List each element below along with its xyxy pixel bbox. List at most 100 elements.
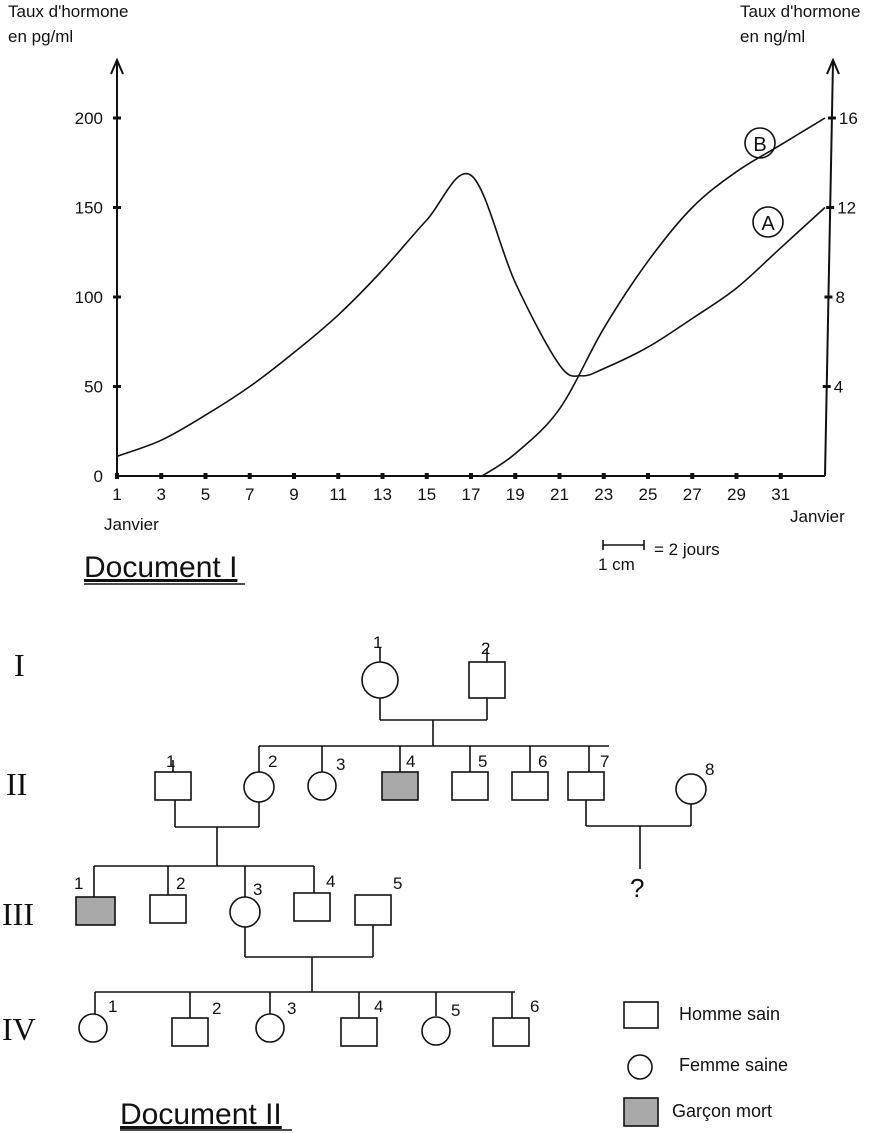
right-axis-label-line1: Taux d'hormone bbox=[740, 2, 860, 21]
female-symbol bbox=[421, 1016, 451, 1046]
right-y-axis-arrow bbox=[826, 57, 840, 75]
x-tick-label: 1 bbox=[112, 485, 121, 504]
legend-male-symbol bbox=[623, 1001, 659, 1029]
right-tick-label: 4 bbox=[834, 378, 843, 397]
individual-number: 7 bbox=[600, 752, 609, 771]
individual-number: 3 bbox=[287, 999, 296, 1018]
individual-IV-5: 5 bbox=[421, 1001, 460, 1046]
left-tick-label: 50 bbox=[84, 378, 103, 397]
left-y-ticks: 0 50 100 150 200 bbox=[75, 109, 121, 486]
right-tick-label: 16 bbox=[839, 109, 858, 128]
legend-female-label: Femme saine bbox=[679, 1055, 788, 1075]
individual-number: 1 bbox=[108, 997, 117, 1016]
individual-II-1: 1 bbox=[154, 752, 192, 801]
individual-number: 5 bbox=[451, 1001, 460, 1020]
female-symbol bbox=[675, 773, 707, 805]
x-tick-label: 3 bbox=[157, 485, 166, 504]
left-tick-label: 200 bbox=[75, 109, 103, 128]
curve-b-label-text: B bbox=[753, 134, 766, 156]
male-symbol bbox=[340, 1017, 378, 1047]
individual-number: 2 bbox=[212, 999, 221, 1018]
generation-label-I: I bbox=[14, 647, 25, 683]
legend: Homme sain Femme saine Garçon mort bbox=[623, 1001, 788, 1127]
pedigree-lines bbox=[93, 698, 692, 1018]
right-tick-label: 12 bbox=[837, 199, 856, 218]
x-tick-label: 15 bbox=[417, 485, 436, 504]
individual-number: 2 bbox=[481, 639, 490, 658]
individual-II-7: 7 bbox=[567, 752, 609, 801]
x-start-label: Janvier bbox=[104, 515, 159, 534]
individual-III-1: 1 bbox=[74, 874, 116, 926]
generation-label-IV: IV bbox=[2, 1011, 36, 1047]
male-symbol bbox=[154, 771, 192, 801]
legend-dead-symbol bbox=[623, 1097, 659, 1127]
right-y-axis bbox=[824, 61, 834, 477]
individual-IV-3: 3 bbox=[255, 999, 296, 1043]
male-symbol bbox=[354, 894, 392, 926]
individual-number: 1 bbox=[74, 874, 83, 893]
x-end-label: Janvier bbox=[790, 507, 845, 526]
female-symbol bbox=[255, 1013, 285, 1043]
left-y-axis-arrow bbox=[110, 57, 124, 75]
curve-a-label: A bbox=[752, 206, 784, 238]
dead-male-symbol bbox=[75, 896, 116, 926]
x-tick-label: 13 bbox=[373, 485, 392, 504]
x-tick-label: 9 bbox=[289, 485, 298, 504]
x-tick-label: 5 bbox=[201, 485, 210, 504]
female-symbol bbox=[229, 896, 261, 928]
individual-III-2: 2 bbox=[149, 874, 187, 924]
individual-number: 4 bbox=[326, 872, 335, 891]
x-tick-label: 11 bbox=[329, 485, 347, 504]
generation-label-II: II bbox=[6, 766, 27, 802]
document-2-title: Document II bbox=[120, 1098, 282, 1131]
x-tick-label: 21 bbox=[550, 485, 569, 504]
individual-number: 1 bbox=[373, 633, 382, 652]
scale-note-left: 1 cm bbox=[598, 555, 635, 574]
male-symbol bbox=[492, 1017, 530, 1047]
male-symbol bbox=[451, 771, 489, 801]
individual-number: 3 bbox=[253, 880, 262, 899]
individual-number: 5 bbox=[478, 752, 487, 771]
left-axis-label-line1: Taux d'hormone bbox=[8, 2, 128, 21]
pedigree-tree: I II III IV bbox=[2, 633, 788, 1131]
individual-IV-2: 2 bbox=[171, 999, 221, 1047]
right-y-ticks: 4 8 12 16 bbox=[822, 109, 858, 397]
legend-female-symbol bbox=[627, 1054, 653, 1080]
x-tick-label: 17 bbox=[462, 485, 481, 504]
female-symbol bbox=[307, 771, 337, 801]
individual-III-4: 4 bbox=[293, 872, 335, 922]
x-tick-label: 25 bbox=[639, 485, 658, 504]
right-axis-label-line2: en ng/ml bbox=[740, 27, 805, 46]
scale-note: 1 cm = 2 jours bbox=[598, 540, 720, 574]
left-tick-label: 100 bbox=[75, 288, 103, 307]
curve-b-label: B bbox=[744, 127, 776, 159]
individual-II-2: 2 bbox=[243, 752, 277, 803]
individual-II-4: 4 bbox=[381, 752, 419, 801]
individual-II-6: 6 bbox=[511, 752, 549, 801]
individual-number: 6 bbox=[538, 752, 547, 771]
curve-a-label-text: A bbox=[761, 213, 775, 235]
legend-dead-label: Garçon mort bbox=[672, 1101, 772, 1121]
male-symbol bbox=[171, 1017, 209, 1047]
generation-label-III: III bbox=[2, 896, 34, 932]
x-tick-label: 7 bbox=[245, 485, 254, 504]
individual-IV-4: 4 bbox=[340, 997, 383, 1047]
individual-II-3: 3 bbox=[307, 755, 345, 801]
x-tick-label: 27 bbox=[683, 485, 702, 504]
individual-number: 8 bbox=[705, 760, 714, 779]
left-tick-label: 0 bbox=[94, 467, 103, 486]
individual-IV-6: 6 bbox=[492, 997, 539, 1047]
x-tick-label: 23 bbox=[594, 485, 613, 504]
individual-III-5: 5 bbox=[354, 874, 402, 926]
individual-I-1: 1 bbox=[361, 633, 399, 699]
x-tick-label: 31 bbox=[771, 485, 790, 504]
x-ticks: 1 3 5 7 9 11 13 15 17 19 21 23 25 27 29 31 bbox=[112, 473, 790, 504]
individual-number: 6 bbox=[530, 997, 539, 1016]
legend-male-label: Homme sain bbox=[679, 1004, 780, 1024]
individual-number: 5 bbox=[393, 874, 402, 893]
male-symbol bbox=[149, 894, 187, 924]
individual-II-8: 8 bbox=[675, 760, 714, 805]
curve-a bbox=[116, 172, 826, 458]
individual-number: 2 bbox=[268, 752, 277, 771]
